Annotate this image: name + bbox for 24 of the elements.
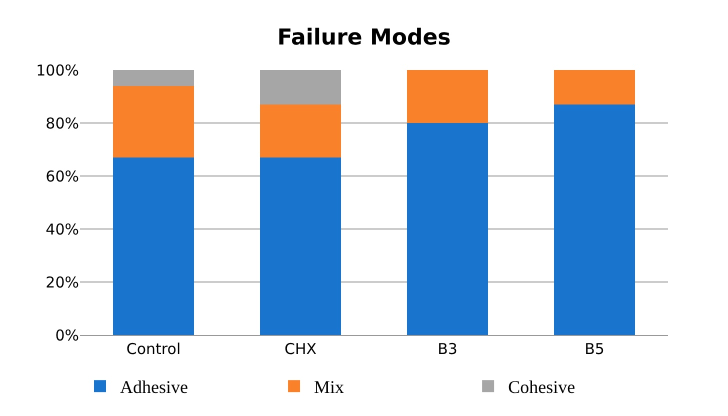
bar xyxy=(113,86,194,158)
bar xyxy=(260,70,341,104)
bar xyxy=(260,104,341,158)
y-tick-label: 60% xyxy=(46,167,79,186)
bar xyxy=(260,157,341,335)
y-tick-label: 100% xyxy=(36,61,79,80)
bar xyxy=(407,70,488,123)
bar xyxy=(407,123,488,335)
x-tick-label: Control xyxy=(126,340,181,358)
legend-label: Mix xyxy=(314,377,344,398)
bar xyxy=(554,70,635,104)
legend-label: Cohesive xyxy=(508,377,576,398)
bar xyxy=(113,157,194,335)
y-tick-label: 20% xyxy=(46,273,79,292)
x-tick-label: B5 xyxy=(584,340,604,358)
chart-title: Failure Modes xyxy=(277,26,451,51)
y-tick-label: 0% xyxy=(55,326,79,344)
bar xyxy=(554,104,635,335)
x-tick-label: CHX xyxy=(284,340,317,358)
legend-label: Adhesive xyxy=(120,377,188,398)
x-tick-label: B3 xyxy=(438,340,458,358)
bar xyxy=(113,70,194,86)
y-tick-label: 80% xyxy=(46,114,79,132)
y-tick-label: 40% xyxy=(46,220,79,238)
